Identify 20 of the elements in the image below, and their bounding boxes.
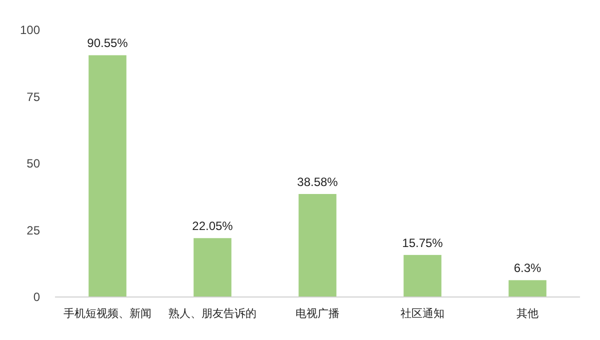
data-label: 22.05% [192,219,234,234]
data-label: 6.3% [514,261,542,276]
y-tick-label: 0 [33,290,40,304]
bar [508,280,546,297]
y-tick-label: 100 [20,23,40,38]
y-tick-label: 25 [26,223,40,238]
data-label: 15.75% [402,236,444,250]
bar [88,55,126,297]
x-tick-label: 手机短视频、新闻 [64,307,152,320]
y-tick-label: 50 [26,156,40,171]
x-tick-label: 其他 [516,307,538,320]
data-label: 38.58% [297,174,338,189]
y-tick-label: 75 [26,90,40,104]
data-label: 90.55% [87,36,128,50]
bar [194,238,232,297]
bar [404,254,442,297]
x-tick-label: 社区通知 [400,307,444,320]
bar [298,194,336,297]
x-tick-label: 电视广播 [296,307,340,320]
x-tick-label: 熟人、朋友告诉的 [168,307,256,320]
